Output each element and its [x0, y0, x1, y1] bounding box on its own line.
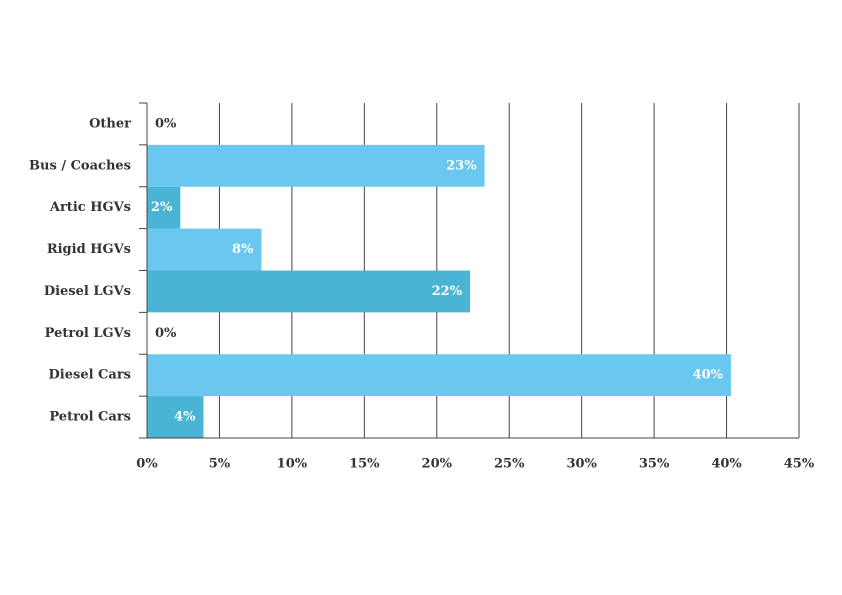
- x-tick-label: 5%: [209, 457, 231, 472]
- value-label: 2%: [151, 200, 173, 215]
- bar: [147, 270, 471, 313]
- x-tick-label: 45%: [784, 457, 815, 472]
- value-label: 0%: [155, 326, 177, 341]
- value-label: 22%: [432, 284, 463, 299]
- y-tick-label: Petrol Cars: [49, 410, 131, 425]
- x-tick-label: 30%: [566, 457, 597, 472]
- y-tick-label: Diesel Cars: [49, 368, 131, 383]
- x-tick-label: 10%: [277, 457, 308, 472]
- x-tick-label: 25%: [494, 457, 525, 472]
- value-label: 40%: [692, 368, 723, 383]
- x-tick-label: 20%: [422, 457, 453, 472]
- value-label: 4%: [174, 410, 196, 425]
- y-tick-label: Other: [89, 116, 131, 131]
- x-tick-label: 15%: [349, 457, 380, 472]
- bar: [147, 228, 262, 271]
- y-tick-label: Diesel LGVs: [44, 284, 131, 299]
- bar: [147, 354, 731, 397]
- x-tick-label: 35%: [639, 457, 670, 472]
- y-tick-label: Bus / Coaches: [29, 158, 131, 173]
- bar: [147, 396, 204, 438]
- x-tick-label: 40%: [711, 457, 742, 472]
- y-tick-label: Petrol LGVs: [45, 326, 131, 341]
- value-label: 0%: [155, 116, 177, 131]
- y-tick-label: Artic HGVs: [49, 200, 131, 215]
- x-tick-label: 0%: [136, 457, 158, 472]
- y-tick-label: Rigid HGVs: [47, 242, 131, 257]
- value-label: 23%: [446, 158, 477, 173]
- bar: [147, 186, 181, 229]
- bar: [147, 144, 485, 187]
- value-label: 8%: [232, 242, 254, 257]
